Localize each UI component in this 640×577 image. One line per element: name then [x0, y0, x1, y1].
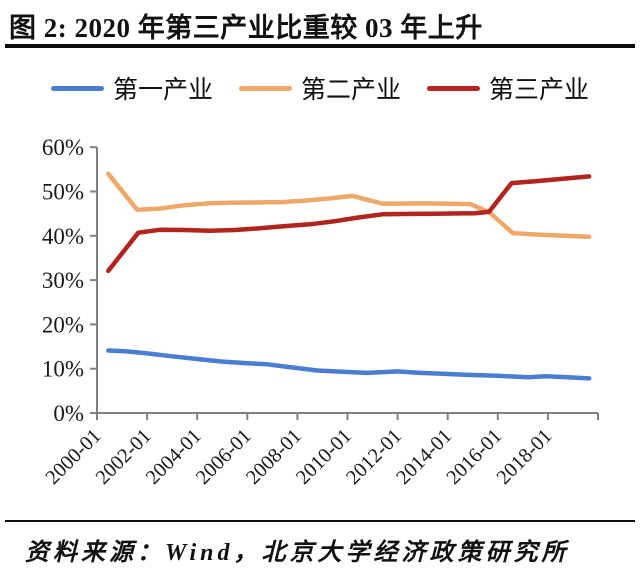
figure-title: 图 2: 2020 年第三产业比重较 03 年上升 [9, 13, 483, 43]
y-tick-label: 30% [42, 268, 84, 293]
y-tick-label: 60% [42, 135, 84, 160]
legend-swatch-secondary-icon [238, 85, 292, 91]
y-tick-label: 20% [42, 312, 84, 337]
chart-legend: 第一产业 第二产业 第三产业 [0, 70, 640, 106]
x-tick-label: 2010-01 [292, 425, 356, 489]
legend-label-tertiary: 第三产业 [489, 77, 590, 104]
figure-title-bar: 图 2: 2020 年第三产业比重较 03 年上升 [5, 0, 635, 48]
x-tick-label: 2012-01 [342, 425, 406, 489]
series-line-tertiary [106, 174, 592, 274]
x-tick-label: 2014-01 [392, 425, 456, 489]
x-tick-label: 2018-01 [493, 425, 557, 489]
legend-label-secondary: 第二产业 [300, 77, 401, 104]
figure-footer-bar: 资料来源：Wind，北京大学经济政策研究所 [5, 520, 635, 577]
legend-label-primary: 第一产业 [112, 77, 213, 104]
source-note: 资料来源：Wind，北京大学经济政策研究所 [25, 540, 570, 566]
chart-area: 0% 10% 20% 30% 40% 50% 60% 2000-01 2002-01 2004-0… [0, 110, 640, 522]
y-tick-label: 10% [42, 357, 84, 382]
x-tick-label: 2016-01 [442, 425, 506, 489]
legend-swatch-tertiary-icon [427, 85, 480, 91]
series-line-primary [106, 348, 592, 381]
x-tick-label: 2006-01 [192, 425, 256, 489]
x-tick-label: 2008-01 [242, 425, 306, 489]
legend-item-tertiary: 第三产业 [427, 70, 589, 106]
x-tick-label: 2004-01 [142, 425, 206, 489]
legend-item-primary: 第一产业 [50, 70, 213, 106]
x-tick-label: 2002-01 [92, 425, 156, 489]
series-line-secondary [106, 171, 592, 239]
legend-swatch-primary-icon [50, 85, 104, 91]
line-chart: 0% 10% 20% 30% 40% 50% 60% 2000-012002-012004-0… [42, 135, 599, 489]
y-tick-label: 40% [42, 224, 84, 249]
x-tick-label: 2000-01 [42, 425, 106, 489]
legend-item-secondary: 第二产业 [238, 70, 401, 106]
y-tick-label: 50% [42, 180, 84, 205]
y-tick-label: 0% [53, 401, 84, 426]
